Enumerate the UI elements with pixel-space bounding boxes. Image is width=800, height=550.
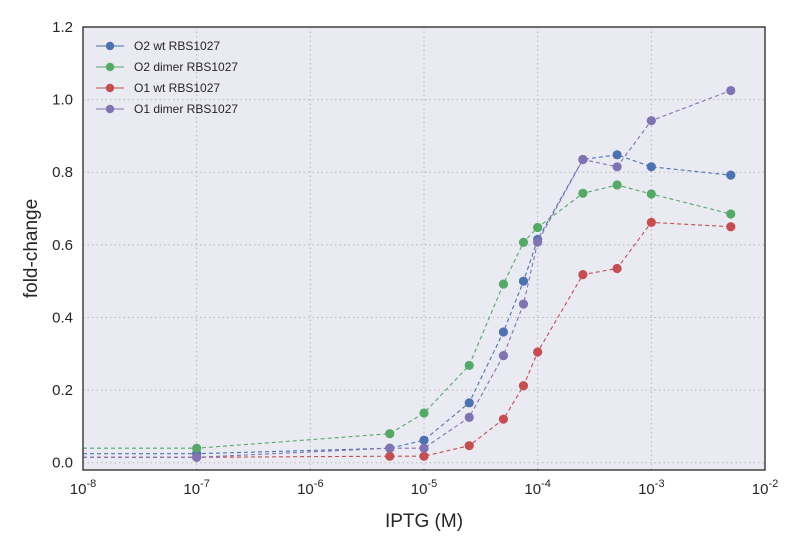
x-tick-exponent: -8: [86, 478, 96, 490]
data-point: [518, 299, 529, 309]
data-point: [192, 443, 202, 453]
x-tick-label: 10-7: [183, 478, 209, 498]
series-line: [83, 221, 731, 458]
data-point: [419, 435, 429, 445]
data-point: [533, 222, 543, 233]
data-point: [612, 162, 622, 172]
data-point: [498, 327, 509, 337]
x-tick-base: 10: [524, 481, 541, 498]
legend-label: O1 wt RBS1027: [134, 81, 220, 95]
x-tick-label: 10-8: [70, 478, 96, 498]
series-layer: [83, 85, 736, 462]
x-tick-exponent: -4: [541, 478, 551, 490]
x-tick-exponent: -6: [314, 478, 324, 490]
legend: O2 wt RBS1027 O2 dimer RBS1027 O1 wt RBS10…: [96, 39, 238, 116]
y-tick-label: 1.2: [52, 19, 73, 36]
data-point: [578, 154, 588, 165]
x-tick-base: 10: [752, 481, 769, 498]
y-tick-label: 0.8: [52, 164, 73, 181]
x-tick-base: 10: [70, 481, 87, 498]
y-tick-label: 0.2: [52, 382, 73, 399]
data-point: [533, 347, 543, 357]
legend-marker: [105, 83, 115, 93]
grid: [82, 26, 766, 470]
legend-marker: [105, 104, 115, 114]
x-tick-exponent: -2: [768, 478, 778, 490]
data-point: [464, 441, 474, 451]
series-line: [83, 184, 731, 449]
x-tick-base: 10: [638, 481, 655, 498]
y-tick-label: 1.0: [52, 92, 73, 109]
data-point: [498, 414, 509, 424]
data-point: [419, 443, 429, 453]
data-point: [646, 189, 656, 199]
legend-marker: [105, 62, 115, 72]
x-axis-label: IPTG (M): [385, 511, 463, 532]
series-4: [83, 85, 736, 462]
data-point: [726, 85, 736, 96]
x-tick-base: 10: [183, 481, 200, 498]
x-tick-label: 10-2: [752, 478, 778, 498]
data-point: [385, 443, 395, 453]
legend-item: O1 wt RBS1027: [96, 81, 220, 95]
legend-label: O1 dimer RBS1027: [134, 102, 238, 116]
data-point: [385, 451, 395, 461]
data-point: [646, 116, 656, 126]
data-point: [192, 452, 202, 462]
x-tick-base: 10: [297, 481, 314, 498]
data-point: [518, 237, 529, 247]
data-point: [612, 150, 622, 160]
data-point: [612, 180, 622, 190]
data-point: [419, 408, 429, 418]
data-point: [498, 351, 509, 361]
data-point: [726, 209, 736, 219]
data-point: [726, 170, 736, 180]
data-point: [385, 429, 395, 439]
data-point: [578, 188, 588, 198]
x-tick-exponent: -7: [200, 478, 210, 490]
data-point: [533, 237, 543, 247]
plot-frame: [82, 26, 766, 471]
data-point: [464, 360, 474, 371]
x-tick-label: 10-6: [297, 478, 323, 498]
legend-label: O2 dimer RBS1027: [134, 60, 238, 74]
data-point: [419, 451, 429, 461]
data-point: [612, 263, 622, 274]
legend-marker: [105, 41, 115, 51]
legend-item: O2 wt RBS1027: [96, 39, 220, 53]
series-3: [83, 217, 736, 462]
data-point: [646, 162, 656, 172]
data-point: [646, 217, 656, 227]
data-point: [464, 412, 474, 422]
data-point: [464, 398, 474, 408]
axis-ticks: 10-8 10-7 10-6 10-5 10-4 10-3 10-20.00.20.40.6…: [52, 19, 778, 498]
data-point: [518, 381, 529, 391]
series-line: [83, 89, 731, 458]
y-tick-label: 0.6: [52, 237, 73, 254]
data-point: [498, 279, 509, 289]
legend-item: O1 dimer RBS1027: [96, 102, 238, 116]
data-point: [726, 222, 736, 232]
x-tick-label: 10-3: [638, 478, 664, 498]
x-tick-exponent: -5: [427, 478, 437, 490]
legend-label: O2 wt RBS1027: [134, 39, 220, 53]
series-2: [83, 180, 736, 453]
data-point: [518, 276, 529, 286]
y-axis-label: fold-change: [21, 199, 42, 298]
legend-item: O2 dimer RBS1027: [96, 60, 238, 74]
x-tick-label: 10-5: [411, 478, 437, 498]
x-tick-label: 10-4: [524, 478, 550, 498]
y-tick-label: 0.0: [52, 455, 73, 472]
x-tick-exponent: -3: [655, 478, 665, 490]
series-line: [83, 154, 731, 455]
y-tick-label: 0.4: [52, 309, 73, 326]
data-point: [578, 270, 588, 280]
x-tick-base: 10: [411, 481, 428, 498]
